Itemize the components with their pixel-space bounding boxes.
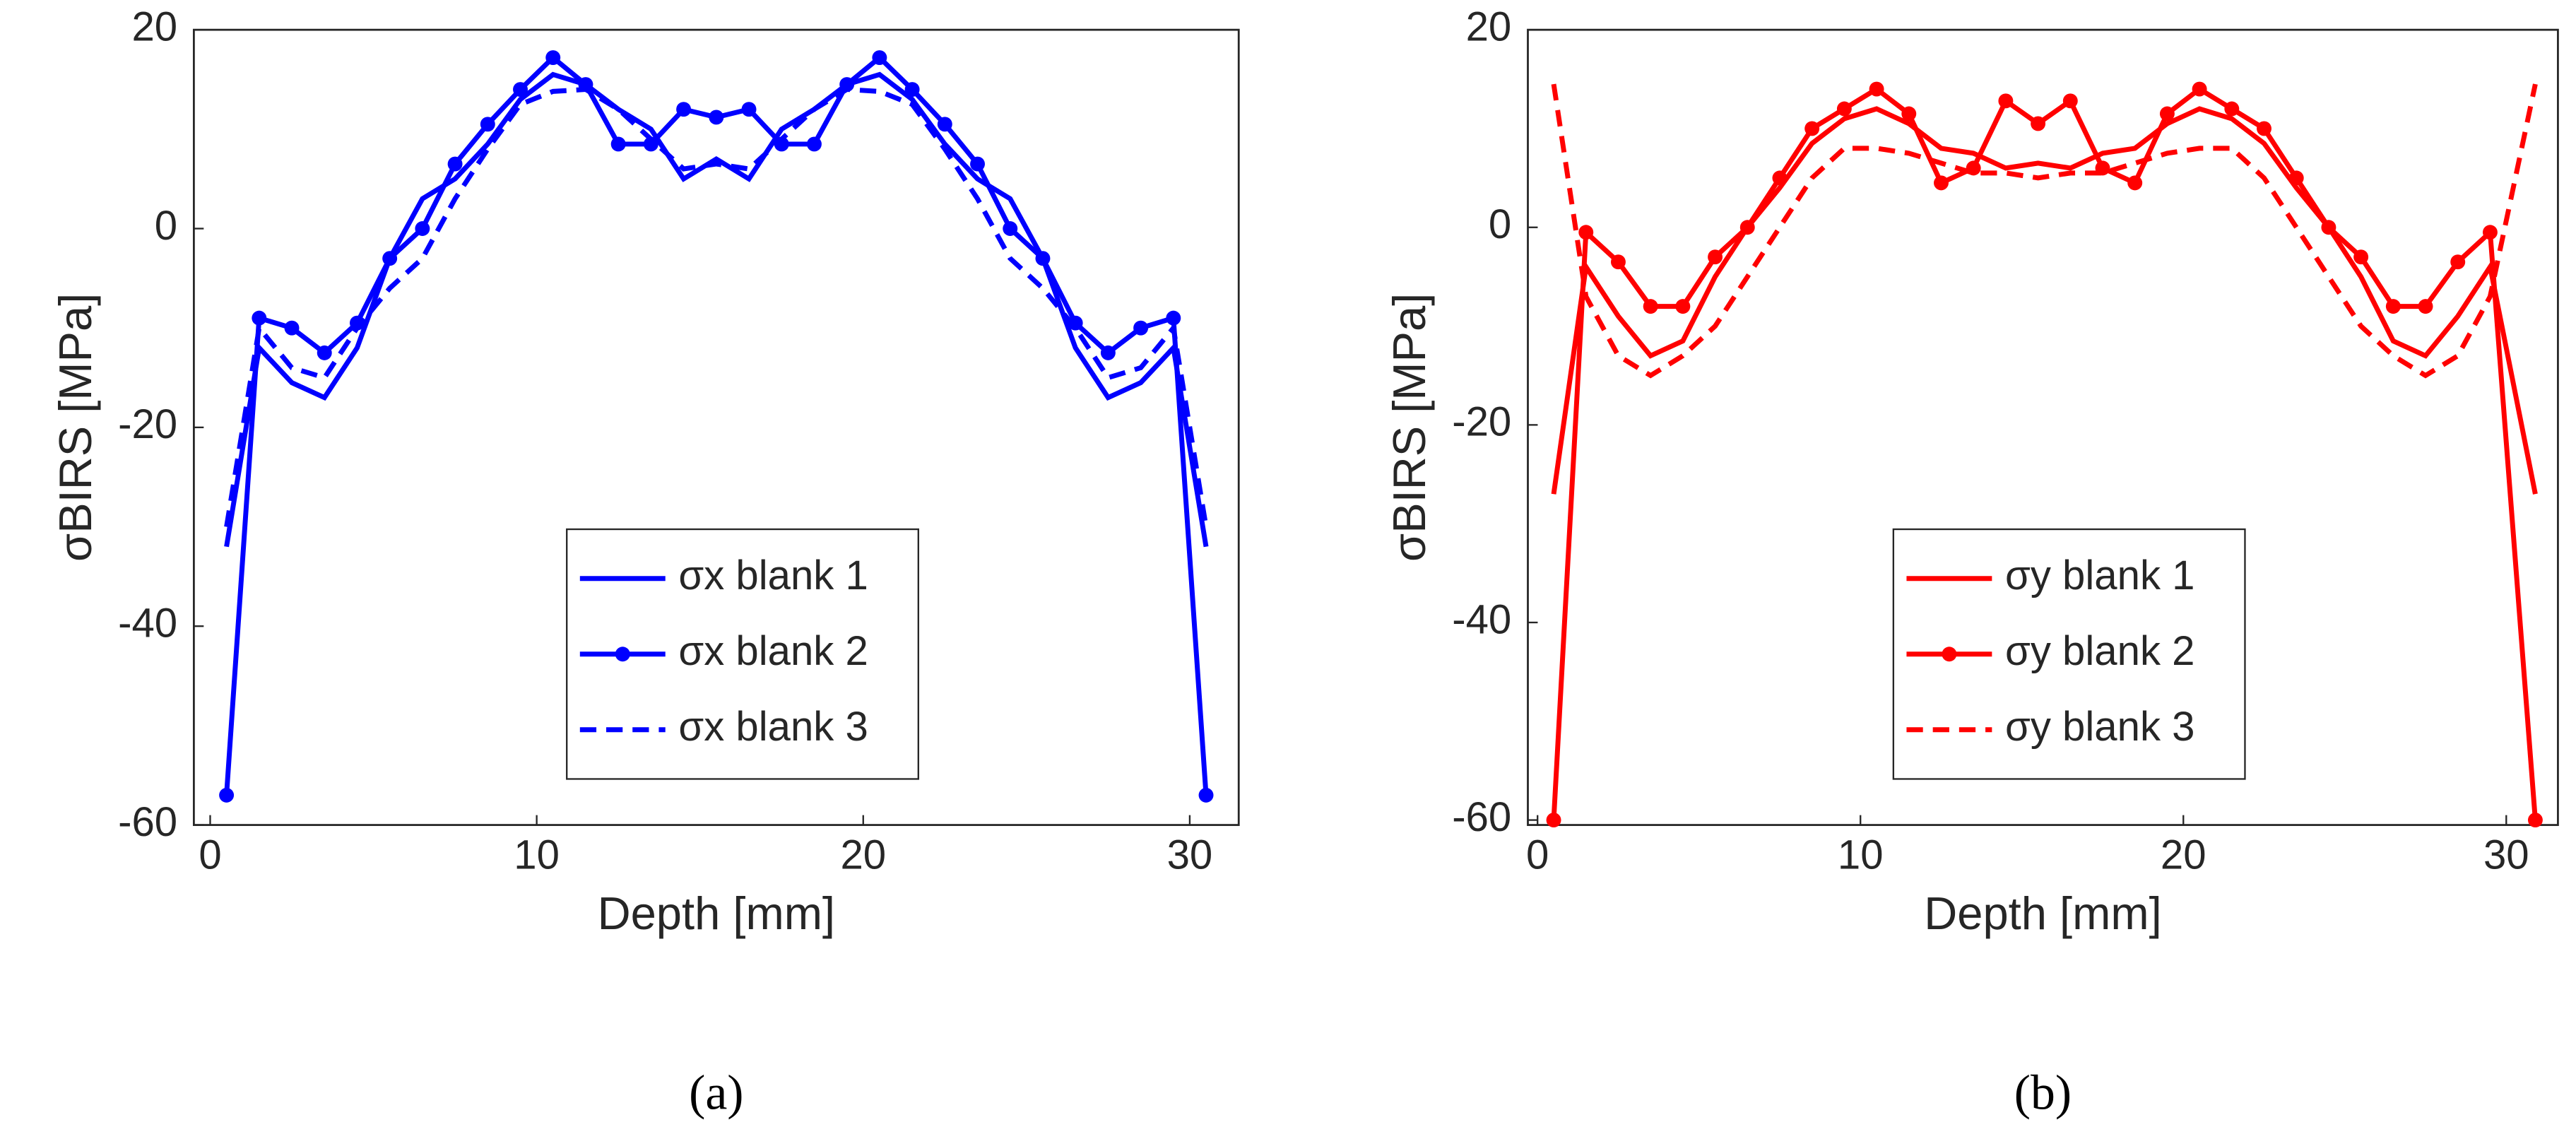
series-line bbox=[1551, 83, 2538, 379]
legend-label: σy blank 3 bbox=[2005, 704, 2195, 750]
data-point bbox=[480, 117, 495, 132]
data-point bbox=[415, 221, 430, 236]
data-point bbox=[1804, 121, 1820, 136]
data-point bbox=[904, 82, 920, 98]
y-tick-label: 20 bbox=[1466, 4, 1512, 50]
data-point bbox=[839, 77, 855, 92]
data-point bbox=[1166, 310, 1181, 326]
x-tick-label: 20 bbox=[840, 832, 886, 878]
data-point bbox=[2192, 81, 2207, 97]
data-point bbox=[1643, 299, 1658, 314]
panel-caption: (a) bbox=[689, 1066, 743, 1121]
legend-label: σx blank 3 bbox=[678, 704, 868, 750]
data-point bbox=[1610, 254, 1626, 270]
y-tick-label: -40 bbox=[118, 601, 177, 647]
x-tick-label: 0 bbox=[1526, 832, 1549, 878]
legend-label: σx blank 1 bbox=[678, 553, 868, 598]
data-point bbox=[872, 50, 887, 66]
data-point bbox=[741, 102, 757, 117]
y-tick-label: 0 bbox=[155, 203, 177, 249]
data-point bbox=[284, 320, 300, 336]
x-tick-label: 30 bbox=[1167, 832, 1213, 878]
y-tick-label: 0 bbox=[1489, 201, 1511, 247]
data-point bbox=[2288, 170, 2304, 186]
data-point bbox=[1035, 251, 1051, 266]
data-point bbox=[1546, 813, 1561, 828]
data-point bbox=[2482, 225, 2498, 240]
data-point bbox=[2224, 101, 2240, 117]
series-line bbox=[224, 87, 1209, 528]
data-point bbox=[676, 102, 692, 117]
x-tick-label: 20 bbox=[2161, 832, 2206, 878]
x-tick-label: 10 bbox=[1838, 832, 1884, 878]
data-point bbox=[2127, 175, 2143, 191]
data-point bbox=[2450, 254, 2466, 270]
data-point bbox=[1675, 299, 1691, 314]
data-point bbox=[1772, 170, 1788, 186]
data-point bbox=[2062, 93, 2078, 109]
data-point bbox=[2527, 813, 2543, 828]
y-tick-label: -40 bbox=[1452, 596, 1511, 642]
legend-label: σy blank 2 bbox=[2005, 628, 2195, 674]
data-point bbox=[1836, 101, 1852, 117]
legend-label: σy blank 1 bbox=[2005, 553, 2195, 598]
data-point bbox=[447, 156, 463, 172]
data-point bbox=[2257, 121, 2271, 136]
data-point bbox=[806, 136, 822, 152]
x-axis-label: Depth [mm] bbox=[598, 887, 835, 939]
panel-caption: (b) bbox=[2014, 1066, 2072, 1121]
data-point bbox=[1003, 221, 1018, 236]
series-line bbox=[1551, 106, 2538, 495]
y-tick-label: -20 bbox=[1452, 399, 1511, 445]
data-point bbox=[643, 136, 658, 152]
data-point bbox=[1998, 93, 2014, 109]
y-axis-label: σBIRS [MPa] bbox=[49, 293, 101, 562]
data-point bbox=[1578, 225, 1594, 240]
data-point bbox=[610, 136, 626, 152]
data-point bbox=[2321, 220, 2336, 235]
data-point bbox=[1708, 249, 1723, 265]
data-point bbox=[1901, 106, 1917, 122]
data-point bbox=[1739, 220, 1755, 235]
y-tick-label: -20 bbox=[118, 401, 177, 447]
data-point bbox=[1100, 345, 1116, 360]
data-point bbox=[513, 82, 528, 98]
data-point bbox=[252, 310, 267, 326]
x-tick-label: 10 bbox=[514, 832, 560, 878]
x-tick-label: 30 bbox=[2483, 832, 2529, 878]
data-point bbox=[219, 787, 235, 803]
x-tick-label: 0 bbox=[199, 832, 221, 878]
legend-label: σx blank 2 bbox=[678, 628, 868, 674]
y-tick-label: -60 bbox=[1452, 794, 1511, 840]
legend-marker bbox=[1942, 647, 1957, 662]
data-point bbox=[317, 345, 332, 360]
data-point bbox=[2418, 299, 2433, 314]
y-tick-label: -60 bbox=[118, 799, 177, 845]
data-point bbox=[1198, 787, 1214, 803]
data-point bbox=[2159, 106, 2175, 122]
data-point bbox=[970, 156, 985, 172]
data-point bbox=[1133, 320, 1149, 336]
data-point bbox=[2031, 116, 2046, 131]
y-tick-label: 20 bbox=[131, 4, 177, 50]
data-point bbox=[382, 251, 398, 266]
x-axis-label: Depth [mm] bbox=[1924, 887, 2161, 939]
data-point bbox=[937, 117, 952, 132]
y-axis-label: σBIRS [MPa] bbox=[1383, 293, 1435, 562]
data-point bbox=[709, 110, 724, 125]
data-point bbox=[1934, 175, 1949, 191]
data-point bbox=[2385, 299, 2401, 314]
data-point bbox=[545, 50, 561, 66]
data-point bbox=[2353, 249, 2369, 265]
data-point bbox=[1869, 81, 1884, 97]
legend-marker bbox=[615, 647, 630, 662]
